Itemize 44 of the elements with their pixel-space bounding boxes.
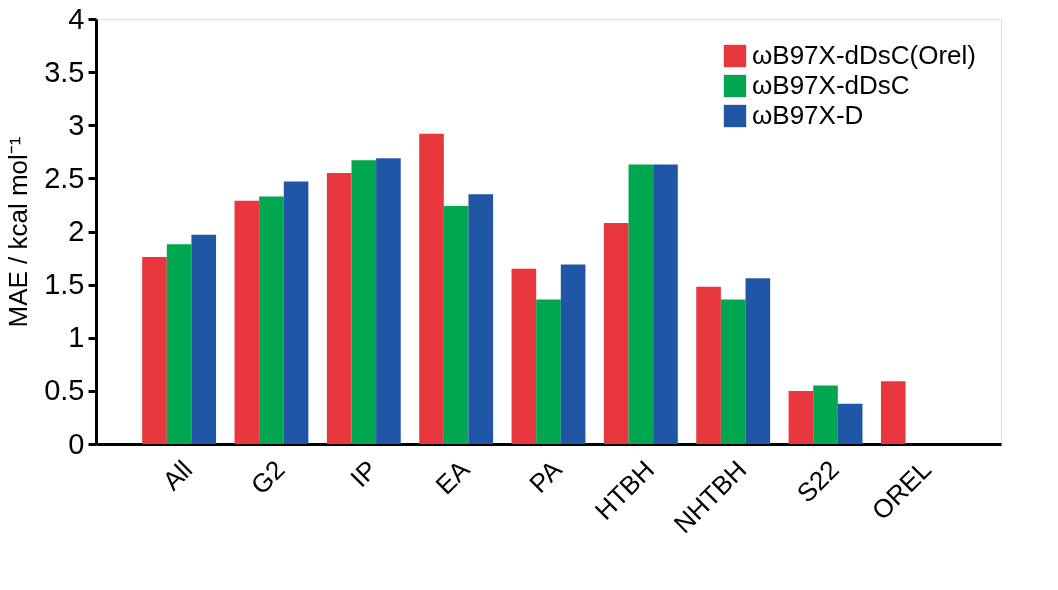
bar	[813, 385, 838, 444]
y-tick-label: 1	[68, 321, 85, 354]
bar	[560, 264, 586, 444]
y-tick-label: 3.5	[44, 55, 85, 88]
y-tick-label: 0.5	[44, 374, 85, 407]
y-tick-label: 1.5	[44, 268, 85, 301]
bar	[259, 196, 284, 444]
y-tick-label: 0	[68, 427, 85, 460]
y-tick-label: 2.5	[44, 161, 85, 194]
bar	[234, 200, 260, 444]
bar	[351, 160, 377, 444]
bar	[142, 257, 167, 444]
y-axis-title: MAE / kcal mol⁻¹	[3, 136, 34, 328]
bar	[745, 278, 771, 444]
x-tick-label: PA	[523, 453, 569, 499]
bar	[283, 181, 309, 444]
bar	[788, 390, 814, 444]
bar	[419, 133, 444, 444]
bar	[166, 244, 192, 444]
bar	[191, 234, 217, 444]
y-tick-label: 2	[68, 215, 85, 247]
x-tick-label: S22	[790, 454, 845, 509]
legend-label: ωB97X-dDsC(Orel)	[752, 40, 977, 70]
x-tick-label: G2	[244, 454, 291, 501]
bar	[511, 268, 537, 444]
bar	[628, 164, 654, 444]
x-tick-label: IP	[344, 454, 383, 493]
bar	[376, 158, 401, 444]
x-tick-label: EA	[429, 453, 476, 501]
bar	[326, 173, 352, 444]
y-tick-label: 3	[68, 108, 85, 141]
y-tick-label: 4	[68, 2, 85, 35]
bar	[653, 164, 678, 444]
bar	[837, 403, 863, 444]
bar	[880, 381, 906, 444]
x-tick-label: All	[156, 454, 199, 497]
legend-label: ωB97X-D	[752, 100, 864, 130]
bar	[468, 194, 494, 444]
bar	[720, 299, 746, 444]
legend-label: ωB97X-dDsC	[752, 70, 910, 100]
bar	[443, 206, 469, 444]
bar	[536, 299, 561, 444]
bar	[603, 223, 629, 444]
bar	[696, 286, 721, 444]
